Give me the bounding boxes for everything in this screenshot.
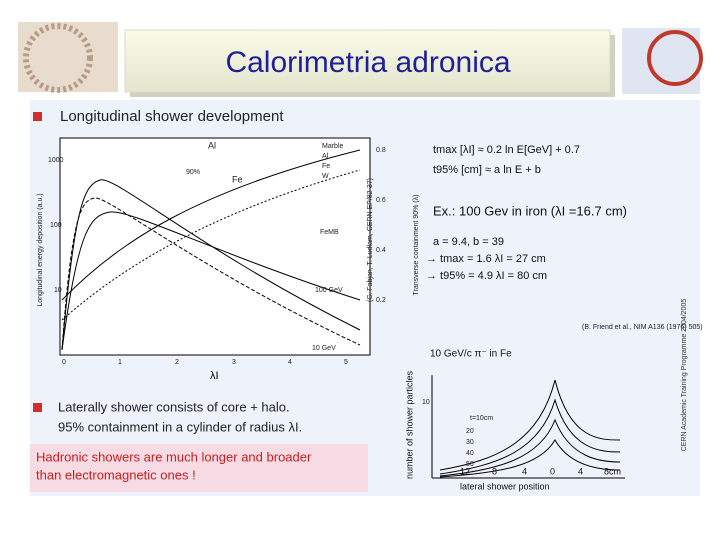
title: Calorimetria adronica bbox=[225, 46, 510, 79]
annotation: Fe bbox=[232, 174, 243, 184]
depth-label: 50 bbox=[466, 461, 474, 468]
curve bbox=[439, 379, 621, 471]
lateral-title: 10 GeV/c π⁻ in Fe bbox=[430, 349, 512, 360]
legend-entry: Marble bbox=[322, 143, 344, 150]
depth-label: 40 bbox=[466, 450, 474, 457]
param: → tmax = 1.6 λI = 27 cm bbox=[426, 253, 546, 265]
side-note: CERN Academic Training Programme 2004/20… bbox=[681, 299, 688, 452]
x-tick-label: 1 bbox=[118, 359, 122, 366]
param: → t95% = 4.9 λI = 80 cm bbox=[426, 270, 547, 282]
annotation: 100 GeV bbox=[315, 287, 343, 294]
right-tick-label: 0.6 bbox=[376, 197, 386, 204]
y-axis-label: Longitudinal energy deposition (a.u.) bbox=[37, 193, 44, 306]
y-tick-label: 10 bbox=[54, 287, 62, 294]
right-tick-label: 0.8 bbox=[376, 147, 386, 154]
depth-label: 20 bbox=[466, 428, 474, 435]
y-tick-label: 100 bbox=[50, 222, 62, 229]
x-tick-label: 8cm bbox=[604, 466, 621, 476]
curve bbox=[61, 149, 361, 301]
lateral-plot: (B. Friend et al., NIM A136 (1976) 505) … bbox=[404, 324, 702, 492]
right-axis-label: Transverse containment 90% (λ) bbox=[413, 195, 420, 296]
formula: t95% [cm] ≈ a ln E + b bbox=[433, 164, 541, 176]
x-tick-label: 5 bbox=[344, 359, 348, 366]
curve bbox=[439, 398, 621, 475]
bullet-icon bbox=[33, 112, 42, 121]
highlight-text: Hadronic showers are much longer and bro… bbox=[36, 449, 312, 464]
curve bbox=[61, 169, 361, 321]
highlight-box bbox=[30, 444, 368, 492]
logo-detail bbox=[647, 30, 703, 86]
curve bbox=[61, 211, 361, 351]
highlight-text: than electromagnetic ones ! bbox=[36, 467, 196, 482]
formula: tmax [λI] ≈ 0.2 ln E[GeV] + 0.7 bbox=[433, 144, 580, 156]
curve bbox=[61, 197, 361, 351]
right-tick-label: 0.2 bbox=[376, 297, 386, 304]
y-tick-label: 10 bbox=[422, 399, 430, 406]
curve bbox=[439, 439, 621, 478]
annotation: 10 GeV bbox=[312, 345, 336, 352]
bullet-icon bbox=[33, 403, 42, 412]
right-tick-label: 0.4 bbox=[376, 247, 386, 254]
reference: (B. Friend et al., NIM A136 (1976) 505) bbox=[582, 324, 703, 331]
plot-frame bbox=[59, 137, 371, 356]
example: Ex.: 100 Gev in iron (λI =16.7 cm) bbox=[433, 203, 627, 218]
credit: (C. Fabjan, T. Ludlam, CERN EP/82-37) bbox=[367, 178, 374, 302]
photo-detail bbox=[23, 23, 93, 93]
corner-photo bbox=[18, 22, 118, 92]
x-axis-label: lateral shower position bbox=[460, 481, 550, 491]
annotation: FeMB bbox=[320, 229, 339, 236]
legend-entry: Fe bbox=[322, 163, 330, 170]
bullet-text: Longitudinal shower development bbox=[60, 108, 284, 125]
x-tick-label: 3 bbox=[232, 359, 236, 366]
depth-label: t=10cm bbox=[470, 415, 493, 422]
x-tick-label: 4 bbox=[578, 466, 583, 476]
curve bbox=[61, 179, 361, 351]
param: a = 9.4, b = 39 bbox=[433, 236, 504, 248]
x-tick-label: 4 bbox=[522, 466, 527, 476]
legend-entry: Al bbox=[322, 153, 329, 160]
x-tick-label: 2 bbox=[175, 359, 179, 366]
bullet-text: 95% containment in a cylinder of radius … bbox=[58, 419, 302, 434]
y-tick-label: 1000 bbox=[48, 157, 64, 164]
x-tick-label: 0 bbox=[550, 466, 555, 476]
x-tick-label: 12 bbox=[460, 466, 470, 476]
x-tick-label: 8 bbox=[492, 466, 497, 476]
annotation: 90% bbox=[186, 169, 200, 176]
annotation: Al bbox=[208, 140, 216, 150]
title-box bbox=[124, 29, 611, 93]
x-axis-label: λI bbox=[210, 370, 219, 382]
x-tick-label: 4 bbox=[288, 359, 292, 366]
bullet-text: Laterally shower consists of core + halo… bbox=[58, 399, 290, 414]
longitudinal-plot: 1000 100 10 0 1 2 3 4 5 λI 0.8 0.6 0.4 0… bbox=[37, 137, 420, 382]
y-axis-label: number of shower particles bbox=[404, 370, 414, 479]
x-tick-label: 0 bbox=[62, 359, 66, 366]
curve bbox=[439, 418, 621, 477]
legend-entry: W bbox=[322, 173, 329, 180]
depth-label: 30 bbox=[466, 439, 474, 446]
